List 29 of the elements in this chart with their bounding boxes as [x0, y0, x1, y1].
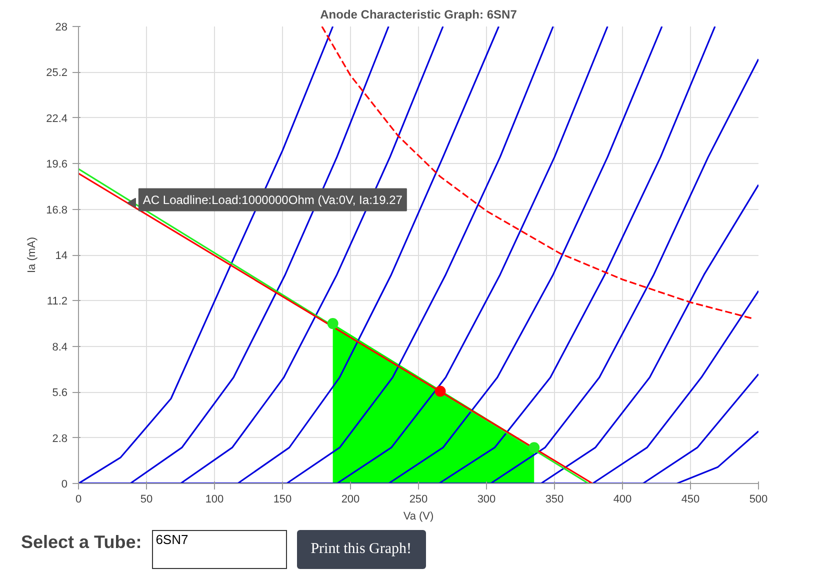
x-tick-label: 350 [545, 494, 564, 506]
y-tick-label: 28 [55, 22, 68, 34]
y-tick-label: 0 [61, 478, 68, 490]
x-tick-label: 200 [341, 494, 360, 506]
x-tick-label: 300 [477, 494, 496, 506]
y-tick-label: 19.6 [46, 158, 68, 171]
x-axis-title: Va (V) [403, 510, 434, 522]
chart-title: Anode Characteristic Graph: 6SN7 [320, 8, 518, 22]
x-tick-label: 0 [75, 494, 82, 506]
x-tick-label: 250 [409, 494, 428, 506]
annotation: AC Loadline:Load:1000000Ohm (Va:0V, Ia:19.27 [142, 192, 403, 207]
y-tick-label: 14 [55, 250, 68, 262]
y-tick-label: 11.2 [46, 296, 68, 308]
y-tick-label: 8.4 [52, 341, 68, 354]
text: Select a Tube: [21, 531, 142, 554]
x-tick-label: 50 [140, 494, 153, 506]
x-tick-label: 400 [613, 494, 632, 506]
text: Print this Graph! [310, 540, 412, 559]
y-tick-label: 16.8 [46, 204, 68, 216]
y-tick-label: 25.2 [46, 67, 68, 80]
y-tick-label: 5.6 [52, 387, 68, 400]
x-tick-label: 500 [749, 494, 768, 506]
x-tick-label: 150 [273, 494, 292, 506]
x-tick-label: 450 [681, 494, 700, 506]
y-axis-title: Ia (mA) [26, 236, 38, 274]
x-tick-label: 100 [205, 494, 224, 506]
y-tick-label: 2.8 [52, 432, 68, 445]
y-tick-label: 22.4 [46, 112, 68, 125]
text: 6SN7 [156, 531, 188, 549]
